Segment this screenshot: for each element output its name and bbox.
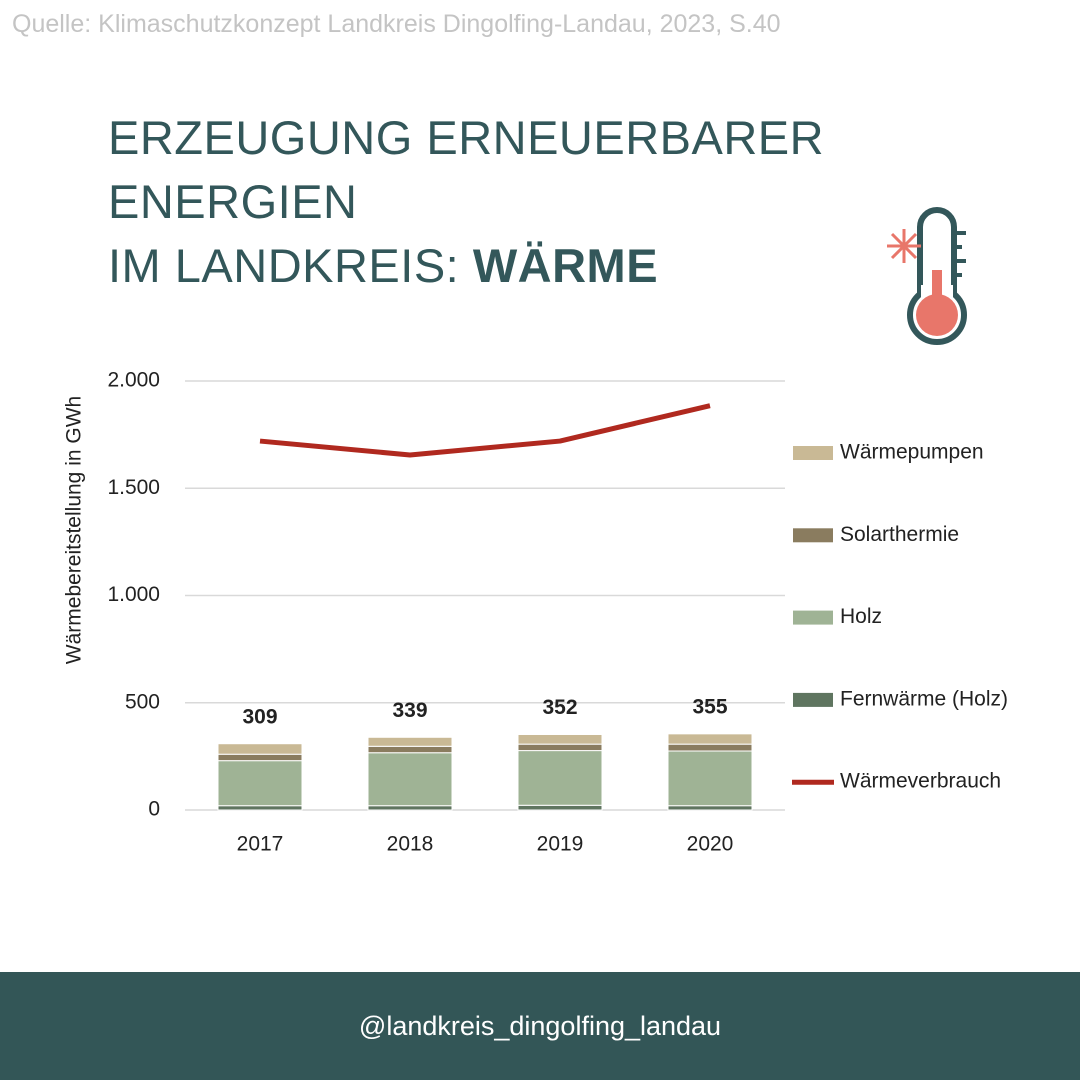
source: Quelle: Klimaschutzkonzept Landkreis Din…	[12, 10, 781, 38]
bar-segment	[517, 733, 603, 745]
legend-swatch	[793, 610, 833, 625]
total-label: 309	[242, 705, 277, 728]
bar-segment	[217, 753, 303, 762]
y-tick-label: 1.000	[107, 583, 160, 606]
y-axis-label: Wärmebereitstellung in GWh	[63, 396, 86, 664]
bar-segment	[217, 743, 303, 755]
legend-label: Fernwärme (Holz)	[840, 687, 1008, 710]
bar-segment	[667, 743, 753, 752]
line	[259, 403, 711, 458]
title-line: IM LANDKREIS: WÄRME	[108, 234, 1080, 298]
y-tick-label: 500	[125, 690, 160, 713]
thermometer-icon	[887, 207, 967, 345]
bar-segment	[667, 733, 753, 745]
bar-segment	[217, 760, 303, 807]
title-line: ERZEUGUNG ERNEUERBARER ENERGIEN	[108, 111, 825, 228]
bar-segment	[367, 805, 453, 811]
legend-label: Solarthermie	[840, 523, 959, 546]
y-tick-label: 2.000	[107, 369, 160, 392]
bar-segment	[667, 750, 753, 807]
legend-label: Holz	[840, 605, 882, 628]
total-label: 352	[542, 696, 577, 719]
chart: Wärmebereitstellung in GWh 0 500 1.000 1.50…	[63, 369, 1008, 856]
x-tick-label: 2019	[537, 833, 584, 856]
bar-segment	[367, 745, 453, 754]
y-tick-label: 1.500	[107, 476, 160, 499]
total-label: 339	[392, 699, 427, 722]
bar-segment	[517, 804, 603, 811]
title-highlight: WÄRME	[472, 239, 659, 292]
legend-swatch	[793, 446, 833, 460]
x-tick-label: 2020	[687, 833, 734, 856]
y-tick-label: 0	[148, 798, 160, 821]
legend-label: Wärmepumpen	[840, 441, 984, 464]
x-tick-label: 2018	[387, 833, 434, 856]
x-tick-label: 2017	[237, 833, 284, 856]
bar-segment	[517, 750, 603, 806]
bar-segment	[367, 736, 453, 747]
legend-label: Wärmeverbrauch	[840, 770, 1001, 793]
bar-segment	[367, 752, 453, 807]
legend-swatch	[793, 692, 833, 707]
bar-segment	[517, 743, 603, 752]
footer: @landkreis_dingolfing_landau	[0, 972, 1080, 1080]
bar-segment	[217, 805, 303, 811]
title: ERZEUGUNG ERNEUERBARER ENERGIEN IM LANDK…	[108, 106, 1080, 298]
title-text: IM LANDKREIS:	[108, 239, 460, 292]
bar-segment	[667, 805, 753, 811]
total-label: 355	[692, 695, 727, 718]
legend-swatch	[793, 528, 833, 543]
